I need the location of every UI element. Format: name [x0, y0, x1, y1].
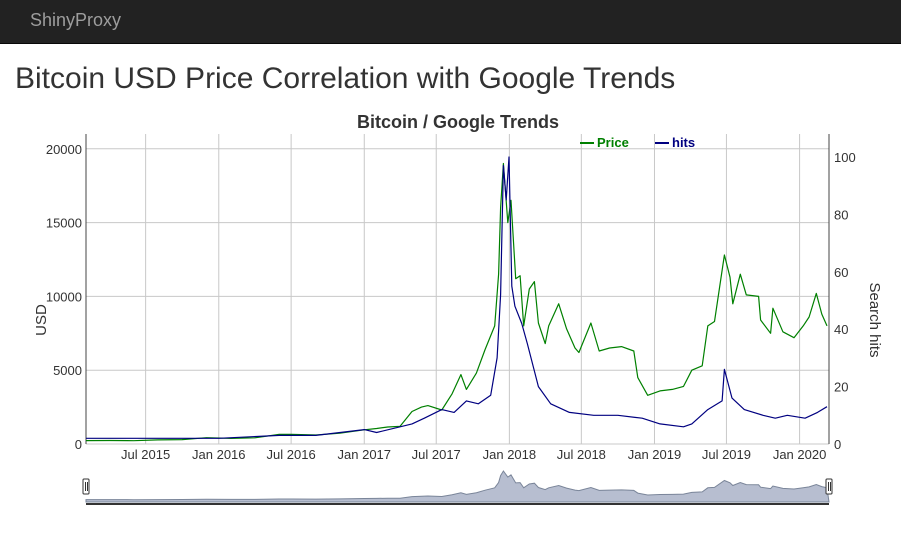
y2-tick-label: 40 — [834, 322, 848, 337]
y-tick-label: 0 — [75, 437, 82, 452]
y2-tick-label: 60 — [834, 265, 848, 280]
y2-tick-label: 80 — [834, 207, 848, 222]
x-tick-label: Jan 2016 — [192, 447, 246, 462]
y2-axis-label: Search hits — [866, 282, 883, 357]
grid-lines — [86, 134, 829, 445]
tick-labels: 0 5000 10000 15000 20000 0 20 40 60 80 100 Jul 2015… — [46, 142, 856, 462]
x-tick-label: Jul 2016 — [267, 447, 316, 462]
range-selector[interactable] — [82, 470, 833, 505]
series-line-price — [85, 162, 828, 442]
y-axis-label: USD — [33, 304, 50, 336]
x-tick-label: Jul 2015 — [121, 447, 170, 462]
x-tick-label: Jan 2019 — [628, 447, 682, 462]
y-tick-label: 20000 — [46, 142, 82, 157]
y-tick-label: 5000 — [53, 363, 82, 378]
series-line-hits — [86, 156, 828, 439]
navbar: ShinyProxy — [0, 0, 901, 44]
y-tick-label: 15000 — [46, 216, 82, 231]
x-tick-label: Jul 2017 — [412, 447, 461, 462]
y2-tick-label: 0 — [834, 437, 841, 452]
legend: Price hits — [580, 135, 695, 150]
chart-title: Bitcoin / Google Trends — [357, 112, 559, 132]
x-tick-label: Jul 2019 — [702, 447, 751, 462]
legend-label-hits: hits — [672, 135, 695, 150]
axes — [85, 134, 830, 444]
navigator-area — [85, 470, 830, 503]
x-tick-label: Jul 2018 — [557, 447, 606, 462]
x-tick-label: Jan 2020 — [773, 447, 827, 462]
series-lines — [85, 156, 828, 442]
page-title: Bitcoin USD Price Correlation with Googl… — [15, 62, 676, 95]
x-tick-label: Jan 2018 — [483, 447, 537, 462]
navbar-brand[interactable]: ShinyProxy — [30, 10, 122, 30]
y2-tick-label: 100 — [834, 150, 856, 165]
y2-tick-label: 20 — [834, 380, 848, 395]
x-tick-label: Jan 2017 — [338, 447, 392, 462]
y-tick-label: 10000 — [46, 289, 82, 304]
legend-label-price: Price — [597, 135, 629, 150]
